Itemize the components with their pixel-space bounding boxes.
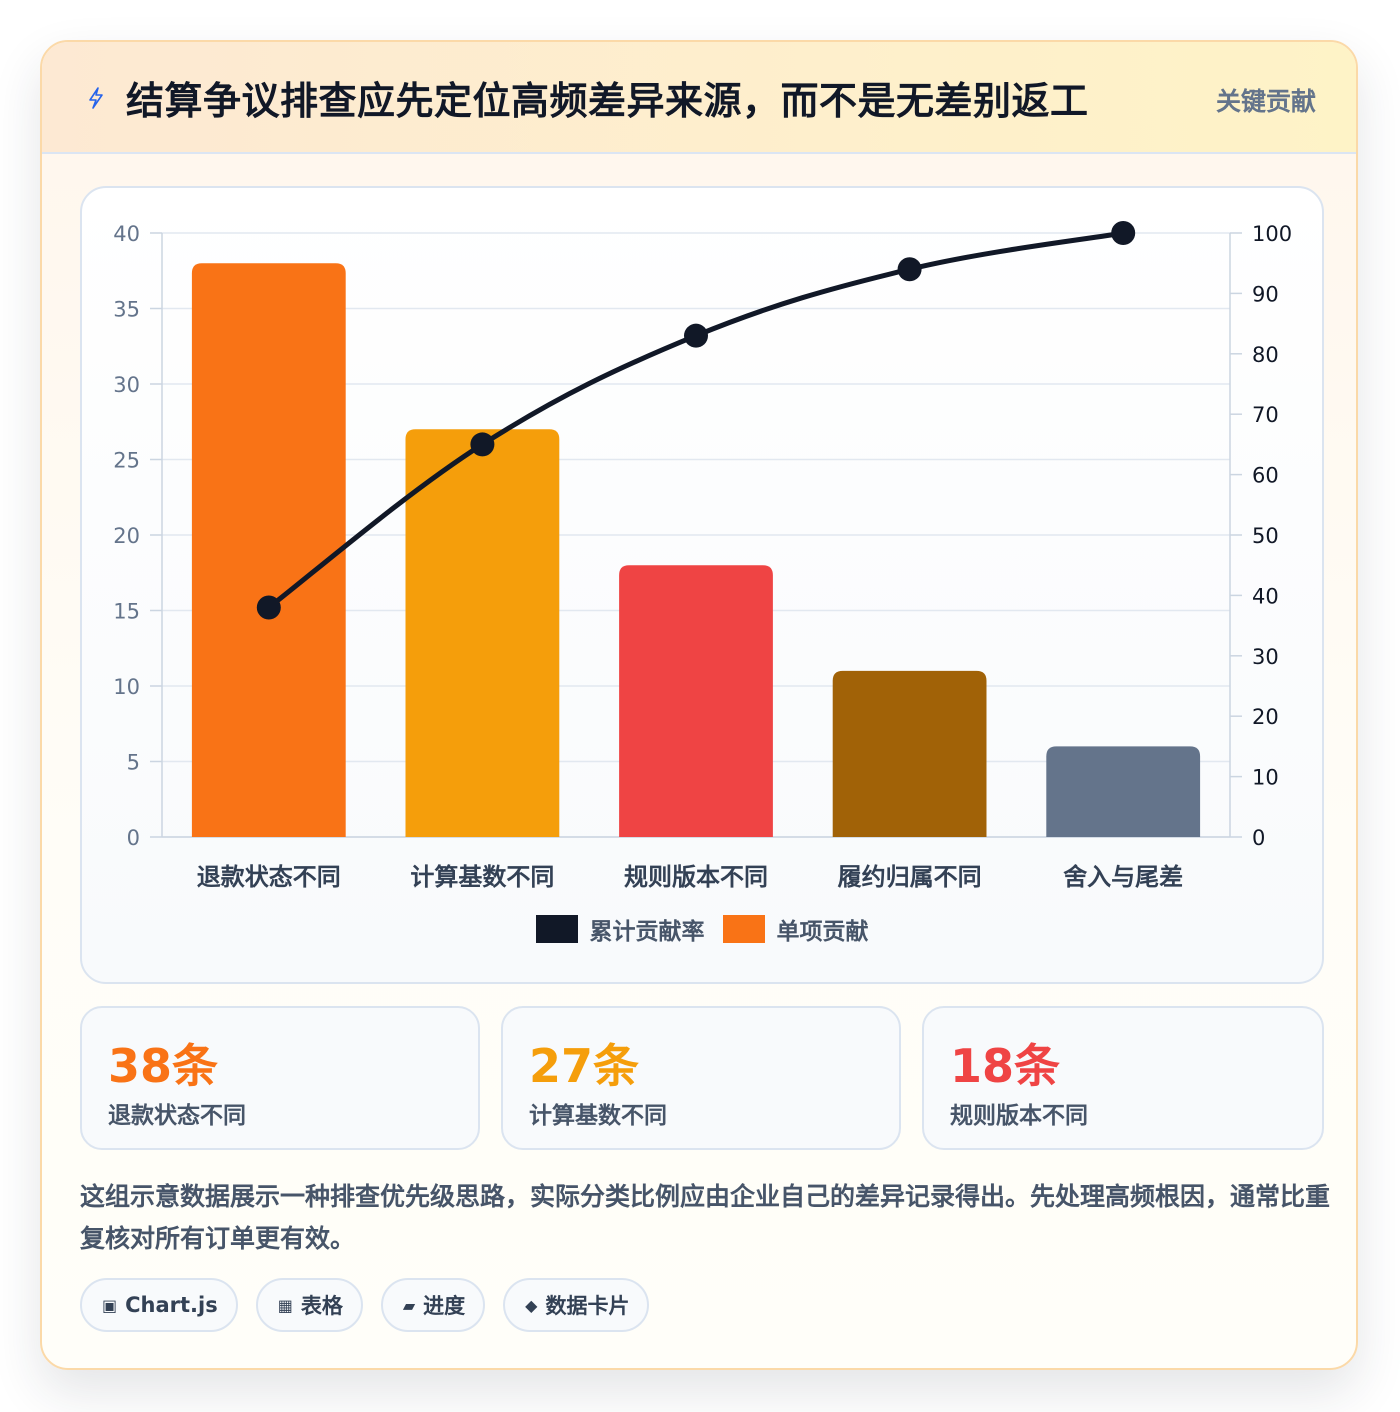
cumulative-point bbox=[256, 595, 281, 620]
bar bbox=[1046, 746, 1201, 837]
tag-chartjs[interactable]: ▣ Chart.js bbox=[80, 1278, 238, 1332]
left-tick-label: 15 bbox=[113, 600, 140, 624]
stat-label: 规则版本不同 bbox=[950, 1103, 1088, 1129]
tag-list: ▣ Chart.js ▦ 表格 ▰ 进度 ◆ 数据卡片 bbox=[80, 1278, 650, 1332]
key-contribution-badge: 关键贡献 bbox=[1215, 87, 1316, 116]
left-tick-label: 5 bbox=[127, 751, 140, 775]
stat-card-calc-base: 27条 计算基数不同 bbox=[501, 1006, 901, 1150]
bar bbox=[832, 670, 987, 837]
legend-label-cumulative: 累计贡献率 bbox=[589, 919, 705, 945]
right-tick-label: 50 bbox=[1252, 524, 1279, 548]
tag-data-card[interactable]: ◆ 数据卡片 bbox=[503, 1278, 650, 1332]
left-tick-label: 40 bbox=[113, 222, 140, 246]
x-tick-label: 计算基数不同 bbox=[410, 863, 554, 891]
bar bbox=[405, 429, 560, 837]
stat-value: 38条 bbox=[108, 1039, 219, 1093]
stat-value: 27条 bbox=[529, 1039, 640, 1093]
cumulative-point bbox=[897, 257, 922, 282]
diamond-icon: ◆ bbox=[525, 1295, 538, 1315]
stat-label: 退款状态不同 bbox=[108, 1103, 246, 1129]
cumulative-point bbox=[684, 323, 708, 348]
right-tick-label: 60 bbox=[1252, 464, 1279, 488]
stat-card-rule-version: 18条 规则版本不同 bbox=[922, 1006, 1324, 1150]
x-tick-label: 退款状态不同 bbox=[197, 863, 341, 891]
tag-progress[interactable]: ▰ 进度 bbox=[380, 1278, 486, 1332]
cumulative-point bbox=[470, 432, 495, 457]
x-tick-label: 舍入与尾差 bbox=[1063, 863, 1183, 891]
legend-swatch-cumulative bbox=[535, 915, 578, 943]
chart-legend: 累计贡献率 单项贡献 bbox=[82, 912, 1322, 946]
left-tick-label: 35 bbox=[113, 298, 140, 322]
progress-bar-icon: ▰ bbox=[402, 1295, 416, 1315]
explanation-note: 这组示意数据展示一种排查优先级思路，实际分类比例应由企业自己的差异记录得出。先处… bbox=[80, 1182, 1331, 1253]
left-tick-label: 0 bbox=[127, 826, 140, 850]
left-tick-label: 20 bbox=[113, 524, 140, 548]
right-tick-label: 80 bbox=[1252, 343, 1279, 367]
legend-label-single: 单项贡献 bbox=[776, 919, 869, 945]
chart-card: 结算争议排查应先定位高频差异来源，而不是无差别返工 关键贡献 0 5 10 15 20 2… bbox=[40, 40, 1358, 1370]
stat-card-refund-status: 38条 退款状态不同 bbox=[80, 1006, 480, 1150]
x-tick-label: 规则版本不同 bbox=[624, 863, 768, 891]
pareto-chart: 0 5 10 15 20 25 30 35 40 0 10 20 30 40 50 60 70 80 90 100 退款… bbox=[113, 221, 1292, 891]
bar bbox=[191, 263, 346, 837]
chart-box-icon: ▣ bbox=[102, 1295, 118, 1315]
right-tick-label: 100 bbox=[1252, 222, 1292, 246]
legend-item-cumulative[interactable]: 累计贡献率 bbox=[535, 912, 705, 946]
cumulative-point bbox=[1111, 221, 1136, 245]
lightning-icon bbox=[89, 87, 103, 109]
tag-label: 数据卡片 bbox=[545, 1294, 630, 1318]
tag-label: 进度 bbox=[423, 1294, 466, 1318]
tag-label: 表格 bbox=[300, 1294, 343, 1318]
legend-item-single[interactable]: 单项贡献 bbox=[722, 912, 869, 946]
left-tick-label: 25 bbox=[113, 449, 140, 473]
tag-label: Chart.js bbox=[125, 1293, 218, 1317]
cumulative-line bbox=[266, 230, 1126, 610]
stat-label: 计算基数不同 bbox=[529, 1103, 667, 1129]
right-tick-label: 0 bbox=[1252, 826, 1265, 850]
card-header: 结算争议排查应先定位高频差异来源，而不是无差别返工 关键贡献 bbox=[42, 42, 1356, 154]
left-tick-label: 30 bbox=[113, 373, 140, 397]
bar bbox=[619, 565, 773, 837]
right-tick-label: 10 bbox=[1252, 766, 1279, 790]
right-tick-label: 90 bbox=[1252, 282, 1279, 306]
x-tick-label: 履约归属不同 bbox=[838, 863, 982, 891]
legend-swatch-single bbox=[722, 915, 765, 943]
tag-table[interactable]: ▦ 表格 bbox=[255, 1278, 363, 1332]
right-tick-label: 30 bbox=[1252, 645, 1279, 669]
right-tick-label: 40 bbox=[1252, 584, 1279, 608]
right-tick-label: 70 bbox=[1252, 403, 1279, 427]
table-grid-icon: ▦ bbox=[277, 1295, 293, 1315]
left-tick-label: 10 bbox=[113, 675, 140, 699]
chart-panel: 0 5 10 15 20 25 30 35 40 0 10 20 30 40 50 60 70 80 90 100 退款… bbox=[80, 186, 1324, 984]
right-tick-label: 20 bbox=[1252, 705, 1279, 729]
page-title: 结算争议排查应先定位高频差异来源，而不是无差别返工 bbox=[126, 79, 1089, 123]
stat-value: 18条 bbox=[950, 1039, 1061, 1093]
